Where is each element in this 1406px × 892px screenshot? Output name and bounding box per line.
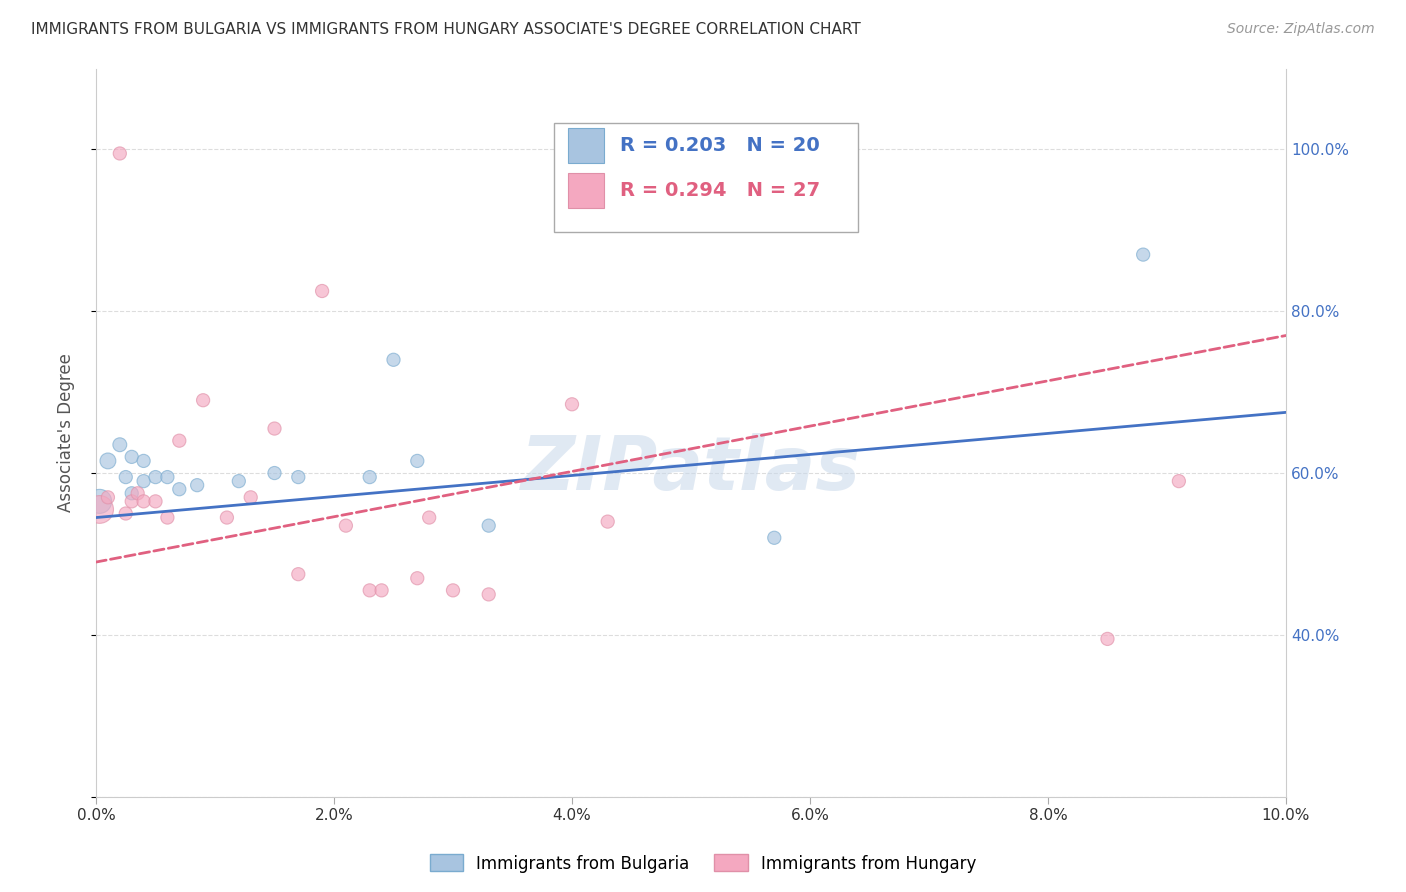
Point xyxy=(89,502,111,516)
Point xyxy=(169,482,191,496)
Text: ZIPatlas: ZIPatlas xyxy=(522,433,860,506)
Point xyxy=(169,434,191,448)
Y-axis label: Associate's Degree: Associate's Degree xyxy=(58,353,75,512)
Point xyxy=(89,494,111,508)
Point xyxy=(382,352,405,367)
Point xyxy=(287,470,309,484)
Point xyxy=(114,470,136,484)
FancyBboxPatch shape xyxy=(568,128,605,163)
Point xyxy=(239,491,262,505)
Legend: Immigrants from Bulgaria, Immigrants from Hungary: Immigrants from Bulgaria, Immigrants fro… xyxy=(423,847,983,880)
Point xyxy=(287,567,309,582)
Point xyxy=(108,146,131,161)
Point xyxy=(370,583,392,598)
Text: R = 0.203   N = 20: R = 0.203 N = 20 xyxy=(620,136,820,155)
Point xyxy=(186,478,208,492)
Point xyxy=(596,515,619,529)
Point xyxy=(145,494,167,508)
Text: IMMIGRANTS FROM BULGARIA VS IMMIGRANTS FROM HUNGARY ASSOCIATE'S DEGREE CORRELATI: IMMIGRANTS FROM BULGARIA VS IMMIGRANTS F… xyxy=(31,22,860,37)
Point xyxy=(359,583,381,598)
Point xyxy=(763,531,786,545)
Point xyxy=(215,510,238,524)
Point xyxy=(335,518,357,533)
Point xyxy=(97,491,120,505)
Point xyxy=(406,571,429,585)
Point xyxy=(1097,632,1119,646)
Text: Source: ZipAtlas.com: Source: ZipAtlas.com xyxy=(1227,22,1375,37)
Point xyxy=(191,393,214,408)
Point xyxy=(263,466,285,480)
Point xyxy=(121,486,143,500)
Point xyxy=(145,470,167,484)
Point xyxy=(441,583,464,598)
Point xyxy=(156,470,179,484)
Point xyxy=(561,397,583,411)
Point xyxy=(132,474,155,488)
Text: R = 0.294   N = 27: R = 0.294 N = 27 xyxy=(620,181,820,201)
Point xyxy=(311,284,333,298)
Point xyxy=(127,486,149,500)
Point xyxy=(121,494,143,508)
Point xyxy=(1167,474,1189,488)
Point xyxy=(97,454,120,468)
FancyBboxPatch shape xyxy=(554,123,858,232)
Point xyxy=(406,454,429,468)
Point xyxy=(418,510,440,524)
Point xyxy=(132,454,155,468)
Point xyxy=(228,474,250,488)
Point xyxy=(478,587,501,601)
FancyBboxPatch shape xyxy=(568,173,605,209)
Point xyxy=(359,470,381,484)
Point xyxy=(263,421,285,435)
Point xyxy=(156,510,179,524)
Point xyxy=(108,438,131,452)
Point xyxy=(132,494,155,508)
Point xyxy=(1132,247,1154,261)
Point xyxy=(478,518,501,533)
Point xyxy=(121,450,143,464)
Point xyxy=(114,507,136,521)
